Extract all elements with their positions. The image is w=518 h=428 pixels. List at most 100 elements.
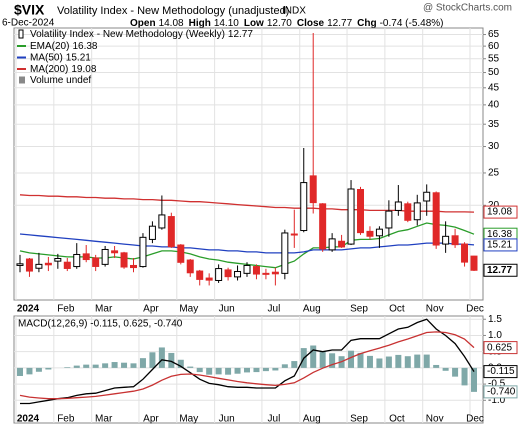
histogram-bar — [376, 358, 383, 368]
histogram-bar — [461, 367, 468, 386]
x-tick-label: Oct — [389, 304, 405, 315]
candle-body — [54, 258, 62, 262]
y-tick-label: 40 — [488, 100, 500, 111]
candle-body — [394, 201, 402, 211]
candle-body — [234, 271, 242, 278]
histogram-bar — [168, 352, 175, 368]
y-tick-label: 1.5 — [488, 314, 502, 325]
legend-value: 15.21 — [66, 52, 91, 63]
quote-value: -0.74 (-5.48%) — [380, 18, 444, 29]
x-tick-label: Nov — [426, 304, 444, 315]
histogram-bar — [26, 367, 33, 375]
x-tick-label: Aug — [303, 304, 321, 315]
histogram-bar — [385, 356, 392, 368]
candle-body — [158, 214, 166, 229]
legend-icon — [18, 29, 24, 39]
histogram-bar — [102, 363, 109, 368]
x-tick-label: Nov — [426, 414, 444, 425]
y-tick-label: 35 — [488, 119, 500, 130]
candle-body — [63, 261, 71, 269]
histogram-bar — [225, 367, 232, 375]
candle-body — [442, 235, 450, 245]
y-tick-label: 20 — [488, 200, 500, 211]
candle-body — [451, 235, 459, 246]
candle-body — [16, 263, 24, 266]
quote-label: Chg — [357, 18, 376, 29]
x-tick-label: Aug — [303, 414, 321, 425]
value-tag-box — [483, 385, 518, 399]
value-tag: 19.08 — [487, 207, 512, 218]
histogram-bar — [111, 362, 118, 368]
x-tick-label: Jun — [219, 414, 235, 425]
y-tick-label: 55 — [488, 53, 500, 64]
histogram-bar — [272, 367, 279, 371]
y-tick-label: 45 — [488, 82, 500, 93]
quote-label: Open — [130, 18, 156, 29]
quote-label: High — [189, 18, 211, 29]
candle-body — [111, 250, 119, 254]
histogram-bar — [73, 365, 80, 368]
date: 6-Dec-2024 — [2, 18, 55, 29]
quote-label: Close — [297, 18, 325, 29]
candle-body — [300, 182, 308, 232]
value-tag-box — [483, 205, 518, 219]
x-tick-label: Apr — [143, 304, 159, 315]
candle-body — [328, 238, 336, 251]
candle-body — [243, 264, 251, 274]
histogram-bar — [366, 355, 373, 368]
x-tick-label: 2024 — [17, 414, 40, 425]
histogram-bar — [158, 347, 165, 368]
y-tick-label: 25 — [488, 168, 500, 179]
histogram-bar — [291, 361, 298, 368]
candle-body — [130, 264, 137, 269]
legend: MACD(12,26,9) -0.115, 0.625, -0.740 — [18, 319, 183, 330]
series-line — [20, 318, 475, 405]
histogram-bar — [404, 356, 411, 368]
histogram-bar — [442, 367, 449, 371]
candle-body — [82, 253, 90, 261]
quote: Open 14.08 High 14.10 Low 12.70 Close 12.77 Chg -… — [130, 18, 444, 29]
candle-body — [73, 253, 81, 268]
histogram-bar — [452, 367, 459, 377]
candle-body — [215, 268, 223, 281]
x-tick-label: Dec — [466, 414, 484, 425]
value-tag-box — [483, 365, 518, 379]
y-tick-label: -0.5 — [488, 379, 506, 390]
value-tag: 12.77 — [487, 265, 512, 276]
legend-value: 16.38 — [72, 41, 97, 52]
histogram-bar — [414, 354, 421, 368]
x-tick-label: Jul — [268, 304, 281, 315]
y-tick-label: 60 — [488, 41, 500, 52]
histogram-bar — [244, 367, 250, 373]
x-tick-label: 2024 — [17, 304, 40, 315]
histogram-bar — [206, 367, 213, 375]
quote-value: 12.70 — [267, 18, 292, 29]
legend-note: Volume undef — [30, 75, 91, 86]
candle-body — [413, 202, 421, 221]
candle-body — [290, 233, 298, 236]
x-tick-label: Mar — [95, 304, 113, 315]
x-tick-label: Feb — [57, 304, 75, 315]
candle-body — [44, 262, 52, 266]
legend-icon — [19, 76, 25, 84]
candle-body — [357, 189, 364, 234]
x-tick-label: Dec — [466, 304, 484, 315]
candle-body — [167, 216, 175, 248]
candle-body — [461, 243, 469, 263]
legend-entry: MA(200) 19.08 — [30, 64, 97, 75]
histogram-bar — [329, 353, 336, 368]
histogram-bar — [187, 366, 194, 368]
x-tick-label: May — [179, 304, 198, 315]
histogram-bar — [45, 367, 52, 370]
candle-body — [404, 203, 412, 221]
histogram-bar — [83, 364, 90, 368]
legend-name: EMA(20) — [30, 41, 69, 52]
candle-body — [25, 258, 33, 272]
x-tick-label: Oct — [389, 414, 405, 425]
histogram-bar — [121, 362, 128, 368]
quote-value: 14.10 — [214, 18, 239, 29]
legend-entry: EMA(20) 16.38 — [30, 41, 98, 52]
candle-body — [252, 266, 260, 275]
x-tick-label: May — [179, 414, 198, 425]
quote-label: Low — [244, 18, 264, 29]
